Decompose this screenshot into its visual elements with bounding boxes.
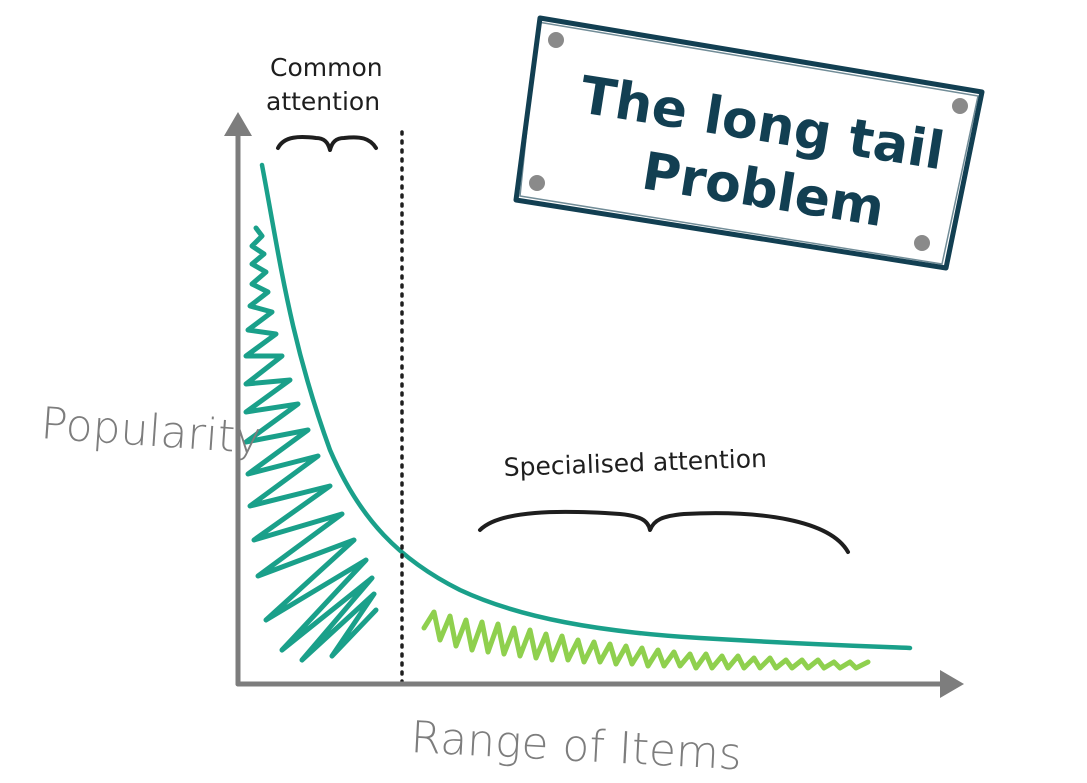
pin-top-right-icon (952, 98, 968, 114)
head-brace (276, 135, 378, 152)
tail-fill-shading (421, 609, 871, 671)
y-axis-label: Popularity (39, 398, 263, 464)
x-axis-arrow-icon (940, 670, 964, 698)
pin-top-left-icon (548, 32, 564, 48)
x-axis-label: Range of Items (409, 712, 743, 780)
popularity-curve (259, 162, 913, 651)
pin-bottom-right-icon (914, 235, 930, 251)
tail-brace (478, 509, 850, 554)
title-card: The long tail Problem (513, 15, 985, 271)
y-axis-arrow-icon (224, 112, 252, 136)
title-card-border (513, 15, 985, 271)
tail-annotation: Specialised attention (503, 444, 767, 482)
head-fill-shading (243, 225, 379, 663)
pin-bottom-left-icon (529, 175, 545, 191)
head-annotation-line-1: Common (270, 53, 383, 82)
head-annotation-line-2: attention (266, 87, 380, 116)
